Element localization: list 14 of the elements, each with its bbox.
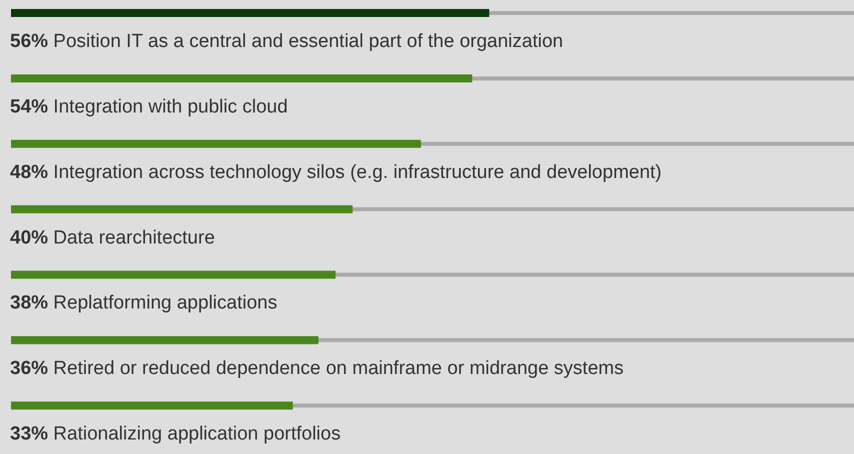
y-tick-label: Rationalizing application portfolios: [53, 424, 341, 445]
data-label: 40%: [10, 227, 48, 248]
data-label: 54%: [10, 96, 48, 118]
y-tick-label: Position IT as a central and essential part of the organization: [53, 31, 564, 52]
y-tick-label: Integration with public cloud: [53, 96, 288, 118]
data-label: 36%: [10, 358, 48, 380]
data-label: 38%: [10, 292, 48, 314]
y-tick-label: Replatforming applications: [53, 292, 278, 314]
data-label: 48%: [10, 162, 48, 183]
y-tick-label: Integration across technology silos (e.g. infrastructure and development): [53, 162, 662, 183]
data-label: 56%: [10, 31, 48, 52]
y-tick-label: Retired or reduced dependence on mainframe or midrange systems: [53, 358, 624, 380]
y-tick-label: Data rearchitecture: [53, 227, 215, 248]
data-label: 33%: [10, 424, 48, 445]
